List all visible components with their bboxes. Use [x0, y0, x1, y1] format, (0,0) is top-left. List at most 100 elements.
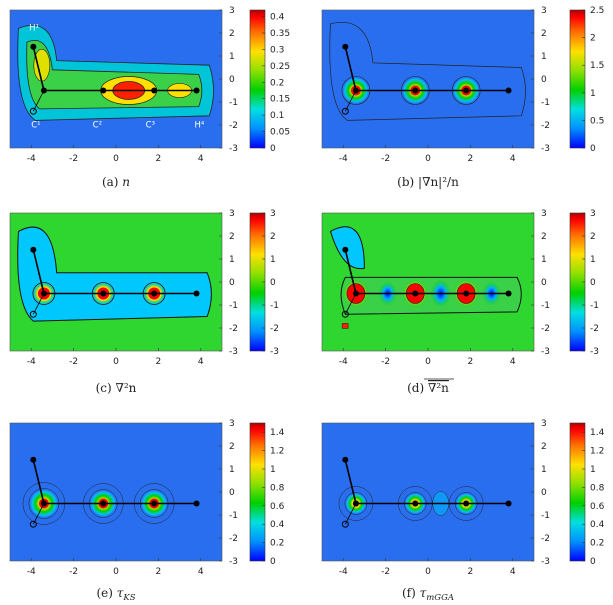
colorbar-tick-label: 2.5 [590, 6, 604, 16]
colorbar-tick-label: 0.2 [270, 539, 284, 549]
y-tick-label: 2 [541, 232, 547, 242]
atom-2 [412, 87, 419, 94]
caption-symbol: n [122, 175, 130, 189]
panel-e: -4 -2 0 2 4 3 2 1 0 -1 -2 -3 1.4 1.2 1 0.8 0.6 0.4 0.2 0 (e)… [9, 419, 285, 603]
colorbar-tick-label: 0 [270, 144, 276, 154]
x-tick-label: -2 [69, 567, 78, 577]
colorbar-tick-label: 3 [270, 209, 276, 219]
atom-1 [352, 500, 359, 507]
bond-h2 [344, 293, 357, 315]
colorbar-tick-label: 1 [590, 465, 596, 475]
atom-4 [193, 500, 200, 507]
y-tick-label: 0 [229, 278, 235, 288]
colorbar-tick-label: 0 [590, 144, 596, 154]
y-tick-label: -3 [541, 347, 550, 357]
y-tick-label: 0 [229, 488, 235, 498]
atom-4 [193, 290, 200, 297]
colorbar-tick-label: 0.25 [270, 62, 290, 72]
atom-4 [193, 87, 200, 94]
bond-h1 [344, 249, 357, 294]
x-tick-label: -2 [381, 357, 390, 367]
colorbar-tick-label: 2 [590, 232, 596, 242]
y-tick-label: 3 [229, 6, 235, 16]
y-tick-label: -1 [541, 98, 550, 108]
x-tick-label: 4 [198, 154, 204, 164]
y-tick-label: -1 [541, 511, 550, 521]
atom-h2-open [29, 310, 37, 318]
atom-3 [463, 87, 470, 94]
x-tick-label: -4 [339, 567, 348, 577]
x-tick-label: -4 [27, 357, 36, 367]
bond-h2 [32, 90, 45, 112]
caption-a: (a) n [102, 175, 130, 189]
panel-a: H¹ C¹ C² C³ H⁴ -4 -2 0 2 4 3 2 1 0 -1 -2 -3 0.4 0.35 0.3 0.2… [9, 6, 290, 189]
label-h4: H⁴ [194, 120, 204, 130]
colorbar-tick-label: 0.2 [590, 539, 604, 549]
y-tick-label: -1 [229, 511, 238, 521]
atom-3 [151, 290, 158, 297]
x-tick-label: 0 [425, 357, 431, 367]
x-tick-label: 2 [156, 357, 162, 367]
y-tick-label: -1 [229, 301, 238, 311]
colorbar-tick-label: 0.15 [270, 95, 290, 105]
x-tick-label: 0 [113, 357, 119, 367]
y-tick-label: -3 [229, 557, 238, 567]
bond-h2 [344, 503, 357, 525]
atom-1 [40, 290, 47, 297]
caption-symbol: τ [117, 586, 124, 600]
colorbar-tick-label: 1 [590, 255, 596, 265]
bond-h1 [32, 46, 45, 91]
colorbar-tick-label: 1.4 [590, 428, 605, 438]
colorbar-tick-label: 1.4 [270, 428, 285, 438]
atom-3 [151, 87, 158, 94]
x-tick-label: -2 [381, 154, 390, 164]
panel-b: -4 -2 0 2 4 3 2 1 0 -1 -2 -3 2.5 2 1.5 1 0.5 0 (b) |∇n|²/n [321, 6, 604, 189]
y-tick-label: -2 [541, 534, 550, 544]
colorbar-tick-label: -1 [270, 301, 279, 311]
label-c3: C³ [146, 120, 155, 130]
y-tick-label: -3 [229, 144, 238, 154]
density-contour-2 [26, 40, 203, 110]
colorbar-tick-label: 0.5 [590, 116, 604, 126]
y-tick-label: 0 [541, 75, 547, 85]
y-tick-label: 0 [229, 75, 235, 85]
atom-h2-open [341, 107, 349, 115]
atom-h1 [342, 456, 349, 463]
colorbar-tick-label: 0 [590, 557, 596, 567]
x-tick-label: -4 [27, 154, 36, 164]
colorbar-tick-label: -1 [590, 301, 599, 311]
x-tick-label: 2 [156, 567, 162, 577]
colorbar-tick-label: 0.6 [590, 502, 605, 512]
atom-1 [40, 87, 47, 94]
y-tick-label: 3 [541, 6, 547, 16]
atom-2 [412, 500, 419, 507]
atom-h1 [30, 246, 37, 253]
bond-h1 [344, 46, 357, 91]
y-tick-label: 1 [541, 465, 547, 475]
y-tick-label: -1 [229, 98, 238, 108]
label-h1: H¹ [29, 24, 39, 34]
atom-h2-open [341, 310, 349, 318]
colorbar-tick-label: 0.4 [590, 520, 605, 530]
y-tick-label: -3 [541, 557, 550, 567]
y-tick-label: 2 [229, 232, 235, 242]
colorbar-tick-label: 0.35 [270, 29, 290, 39]
x-tick-label: 0 [425, 154, 431, 164]
colorbar-tick-label: 1.2 [270, 447, 284, 457]
y-tick-label: 2 [229, 29, 235, 39]
y-tick-label: 1 [541, 255, 547, 265]
atom-2 [100, 290, 107, 297]
atom-2 [412, 290, 419, 297]
colorbar-tick-label: 0.4 [270, 520, 285, 530]
x-tick-label: -2 [69, 357, 78, 367]
atom-h1 [342, 246, 349, 253]
colorbar-tick-label: -2 [590, 324, 599, 334]
y-tick-label: 0 [541, 278, 547, 288]
atom-h1 [30, 43, 37, 50]
y-tick-label: -1 [541, 301, 550, 311]
x-tick-label: 2 [468, 567, 474, 577]
bond-h2 [32, 503, 45, 525]
x-tick-label: -4 [339, 357, 348, 367]
x-tick-label: 0 [113, 154, 119, 164]
caption-f: (f) τmGGA [402, 586, 454, 603]
